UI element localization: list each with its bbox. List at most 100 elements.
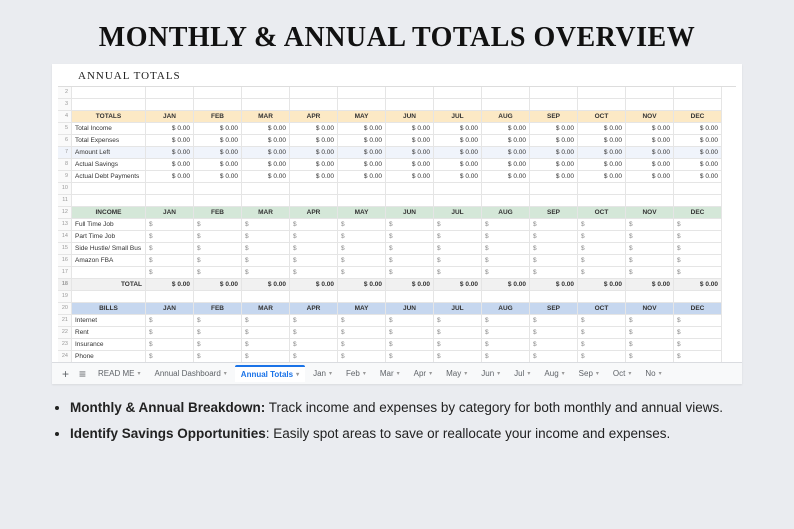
cell[interactable]: $ <box>386 327 434 339</box>
cell[interactable]: $ 0.00 <box>338 147 386 159</box>
cell[interactable]: $ <box>578 315 626 327</box>
cell[interactable]: $ <box>290 243 338 255</box>
row-label[interactable]: Side Hustle/ Small Bus <box>72 243 146 255</box>
cell[interactable]: $ <box>434 327 482 339</box>
cell[interactable]: $ 0.00 <box>578 147 626 159</box>
cell[interactable]: $ <box>242 267 290 279</box>
tab-dropdown-icon[interactable]: ▾ <box>329 370 332 377</box>
cell[interactable]: $ 0.00 <box>194 171 242 183</box>
cell[interactable]: $ 0.00 <box>482 159 530 171</box>
cell[interactable]: $ <box>626 219 674 231</box>
cell[interactable]: $ <box>290 267 338 279</box>
cell[interactable]: $ 0.00 <box>386 171 434 183</box>
cell[interactable]: $ <box>338 255 386 267</box>
cell[interactable]: $ <box>194 219 242 231</box>
sheet-tab[interactable]: READ ME▾ <box>92 366 146 381</box>
cell[interactable]: $ <box>386 339 434 351</box>
cell[interactable]: $ <box>146 255 194 267</box>
cell[interactable]: $ <box>578 339 626 351</box>
cell[interactable]: $ <box>386 231 434 243</box>
cell[interactable]: $ <box>242 327 290 339</box>
cell[interactable]: $ <box>386 315 434 327</box>
cell[interactable]: $ 0.00 <box>530 147 578 159</box>
cell[interactable]: $ <box>290 339 338 351</box>
row-label[interactable]: Internet <box>72 315 146 327</box>
cell[interactable]: $ <box>338 231 386 243</box>
cell[interactable]: $ 0.00 <box>578 159 626 171</box>
cell[interactable]: $ 0.00 <box>482 147 530 159</box>
cell[interactable]: $ <box>530 327 578 339</box>
cell[interactable]: $ <box>674 327 722 339</box>
cell[interactable]: $ 0.00 <box>578 135 626 147</box>
cell[interactable]: $ 0.00 <box>674 159 722 171</box>
cell[interactable]: $ 0.00 <box>626 123 674 135</box>
cell[interactable]: $ <box>434 267 482 279</box>
cell[interactable]: $ <box>194 231 242 243</box>
sheet-tab[interactable]: Annual Totals▾ <box>235 365 305 382</box>
row-label[interactable]: Actual Savings <box>72 159 146 171</box>
cell[interactable]: $ 0.00 <box>194 147 242 159</box>
tab-dropdown-icon[interactable]: ▾ <box>464 370 467 377</box>
tab-dropdown-icon[interactable]: ▾ <box>429 370 432 377</box>
cell[interactable]: $ 0.00 <box>194 159 242 171</box>
cell[interactable]: $ <box>482 243 530 255</box>
cell[interactable]: $ 0.00 <box>386 159 434 171</box>
row-label[interactable]: Total Income <box>72 123 146 135</box>
cell[interactable]: $ 0.00 <box>482 171 530 183</box>
sheet-tab[interactable]: Jan▾ <box>307 366 338 381</box>
sheet-tab[interactable]: Jun▾ <box>475 366 506 381</box>
cell[interactable]: $ 0.00 <box>386 147 434 159</box>
cell[interactable]: $ 0.00 <box>674 135 722 147</box>
spreadsheet-grid[interactable]: 234TOTALSJANFEBMARAPRMAYJUNJULAUGSEPOCTN… <box>58 86 736 384</box>
cell[interactable]: $ <box>338 339 386 351</box>
cell[interactable]: $ <box>194 255 242 267</box>
cell[interactable]: $ 0.00 <box>242 123 290 135</box>
cell[interactable]: $ <box>146 231 194 243</box>
cell[interactable]: $ 0.00 <box>434 123 482 135</box>
cell[interactable]: $ <box>674 255 722 267</box>
cell[interactable]: $ 0.00 <box>146 171 194 183</box>
cell[interactable]: $ <box>194 243 242 255</box>
tab-dropdown-icon[interactable]: ▾ <box>596 370 599 377</box>
sheet-tab[interactable]: Oct▾ <box>607 366 637 381</box>
tab-dropdown-icon[interactable]: ▾ <box>628 370 631 377</box>
tab-dropdown-icon[interactable]: ▾ <box>527 370 530 377</box>
cell[interactable]: $ <box>242 339 290 351</box>
sheet-tab[interactable]: Sep▾ <box>573 366 605 381</box>
tab-dropdown-icon[interactable]: ▾ <box>296 371 299 378</box>
cell[interactable]: $ 0.00 <box>530 159 578 171</box>
cell[interactable]: $ 0.00 <box>674 123 722 135</box>
cell[interactable]: $ <box>626 255 674 267</box>
cell[interactable]: $ 0.00 <box>338 159 386 171</box>
tab-dropdown-icon[interactable]: ▾ <box>363 370 366 377</box>
cell[interactable]: $ <box>674 267 722 279</box>
cell[interactable]: $ 0.00 <box>338 123 386 135</box>
tab-dropdown-icon[interactable]: ▾ <box>659 370 662 377</box>
cell[interactable]: $ <box>386 267 434 279</box>
cell[interactable]: $ <box>290 231 338 243</box>
cell[interactable]: $ 0.00 <box>530 135 578 147</box>
cell[interactable]: $ <box>290 219 338 231</box>
cell[interactable]: $ 0.00 <box>290 171 338 183</box>
cell[interactable]: $ <box>434 315 482 327</box>
cell[interactable]: $ <box>434 231 482 243</box>
cell[interactable]: $ 0.00 <box>386 135 434 147</box>
cell[interactable]: $ <box>530 231 578 243</box>
cell[interactable]: $ <box>578 231 626 243</box>
cell[interactable]: $ 0.00 <box>674 147 722 159</box>
cell[interactable]: $ <box>194 339 242 351</box>
cell[interactable]: $ <box>578 255 626 267</box>
cell[interactable]: $ <box>482 315 530 327</box>
cell[interactable]: $ <box>242 255 290 267</box>
cell[interactable]: $ 0.00 <box>146 135 194 147</box>
cell[interactable]: $ 0.00 <box>386 123 434 135</box>
cell[interactable]: $ <box>146 243 194 255</box>
row-label[interactable]: Amazon FBA <box>72 255 146 267</box>
sheet-tab[interactable]: Jul▾ <box>508 366 536 381</box>
cell[interactable]: $ <box>530 243 578 255</box>
cell[interactable]: $ <box>626 243 674 255</box>
cell[interactable]: $ <box>578 327 626 339</box>
cell[interactable]: $ <box>146 267 194 279</box>
cell[interactable]: $ 0.00 <box>482 135 530 147</box>
cell[interactable]: $ <box>674 243 722 255</box>
